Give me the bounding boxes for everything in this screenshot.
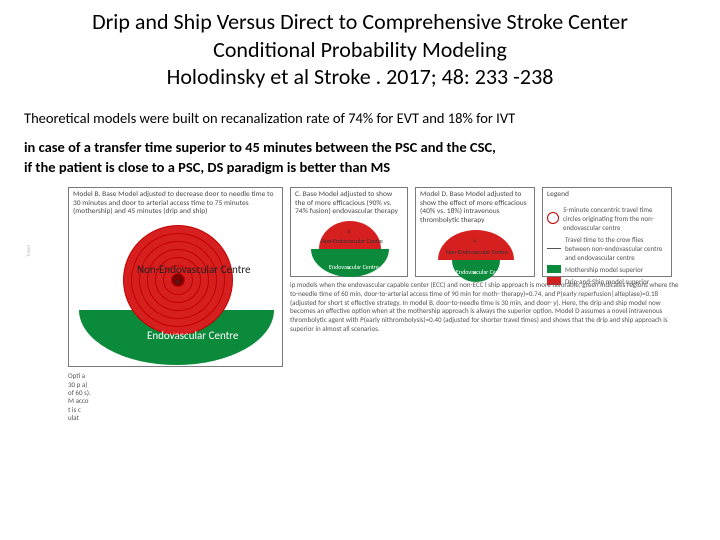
panel-c-ec-label: Endovascular Centre [456,268,506,276]
legend-line-text: Travel time to the crow flies between no… [565,235,667,262]
title-block: Drip and Ship Versus Direct to Comprehen… [50,8,670,91]
caption-left-fragment: Opti a 30 p a) of 60 s). M acco t is c u… [68,372,92,442]
axis-note: Travel [26,245,32,257]
legend-line-icon [547,248,561,249]
figure-caption: ip models when the endovascular capable … [290,281,680,334]
panel-b-diagram: × Non-Endovascular Centre × Endovascular… [291,219,407,283]
paragraph-2: in case of a transfer time superior to 4… [24,138,696,177]
legend-green-text: Mothership model superior [565,265,643,274]
paragraph-2a: in case of a transfer time superior to 4… [24,138,496,156]
panel-b-nonec-marker: × [347,227,351,236]
legend-title: Legend [543,188,671,202]
legend-green-swatch [547,265,561,273]
slide: Drip and Ship Versus Direct to Comprehen… [0,0,720,540]
panel-model-b: Model B. Base Model adjusted to decrease… [68,187,283,367]
legend-item-line: Travel time to the crow flies between no… [547,235,667,262]
panel-a-ec-label: Endovascular Centre [147,329,238,342]
title-line-3: Holodinsky et al Stroke . 2017; 48: 233 … [50,63,670,91]
panel-a-nonec-marker: × [175,275,180,288]
panel-a-diagram: × Non-Endovascular Centre × Endovascular… [69,219,282,373]
panel-a-title: Model B. Base Model adjusted to decrease… [69,188,282,219]
figure-area: Travel Model B. Base Model adjusted to d… [20,187,700,447]
panel-c-title: Model D. Base Model adjusted to show the… [416,188,534,228]
caption-left-text: Opti a 30 p a) of 60 s). M acco t is c u… [68,372,91,422]
title-line-1: Drip and Ship Versus Direct to Comprehen… [50,8,670,36]
figure-caption-text: ip models when the endovascular capable … [290,280,678,333]
legend-item-green: Mothership model superior [547,265,667,274]
panel-a-nonec-label: Non-Endovascular Centre [137,263,251,276]
legend-circle-icon [547,212,559,224]
title-line-2: Conditional Probability Modeling [50,36,670,64]
paragraph-1: Theoretical models were built on recanal… [24,109,696,129]
paragraph-2b: if the patient is close to a PSC, DS par… [24,158,390,176]
panel-b-title: C. Base Model adjusted to show the of mo… [291,188,407,219]
panel-model-d: Model D. Base Model adjusted to show the… [415,187,535,277]
body-text: Theoretical models were built on recanal… [24,109,696,178]
panel-b-ec-label: Endovascular Centre [329,263,379,271]
panel-b-nonec-label: Non-Endovascular Centre [321,237,383,245]
panel-c-nonec-marker: × [473,236,477,245]
panel-c-nonec-label: Non-Endovascular Centre [446,248,508,256]
legend-item-circle: 5-minute concentric travel time circles … [547,205,667,232]
panel-legend: Legend 5-minute concentric travel time c… [542,187,672,277]
panel-model-c: C. Base Model adjusted to show the of mo… [290,187,408,277]
legend-circle-text: 5-minute concentric travel time circles … [563,205,667,232]
